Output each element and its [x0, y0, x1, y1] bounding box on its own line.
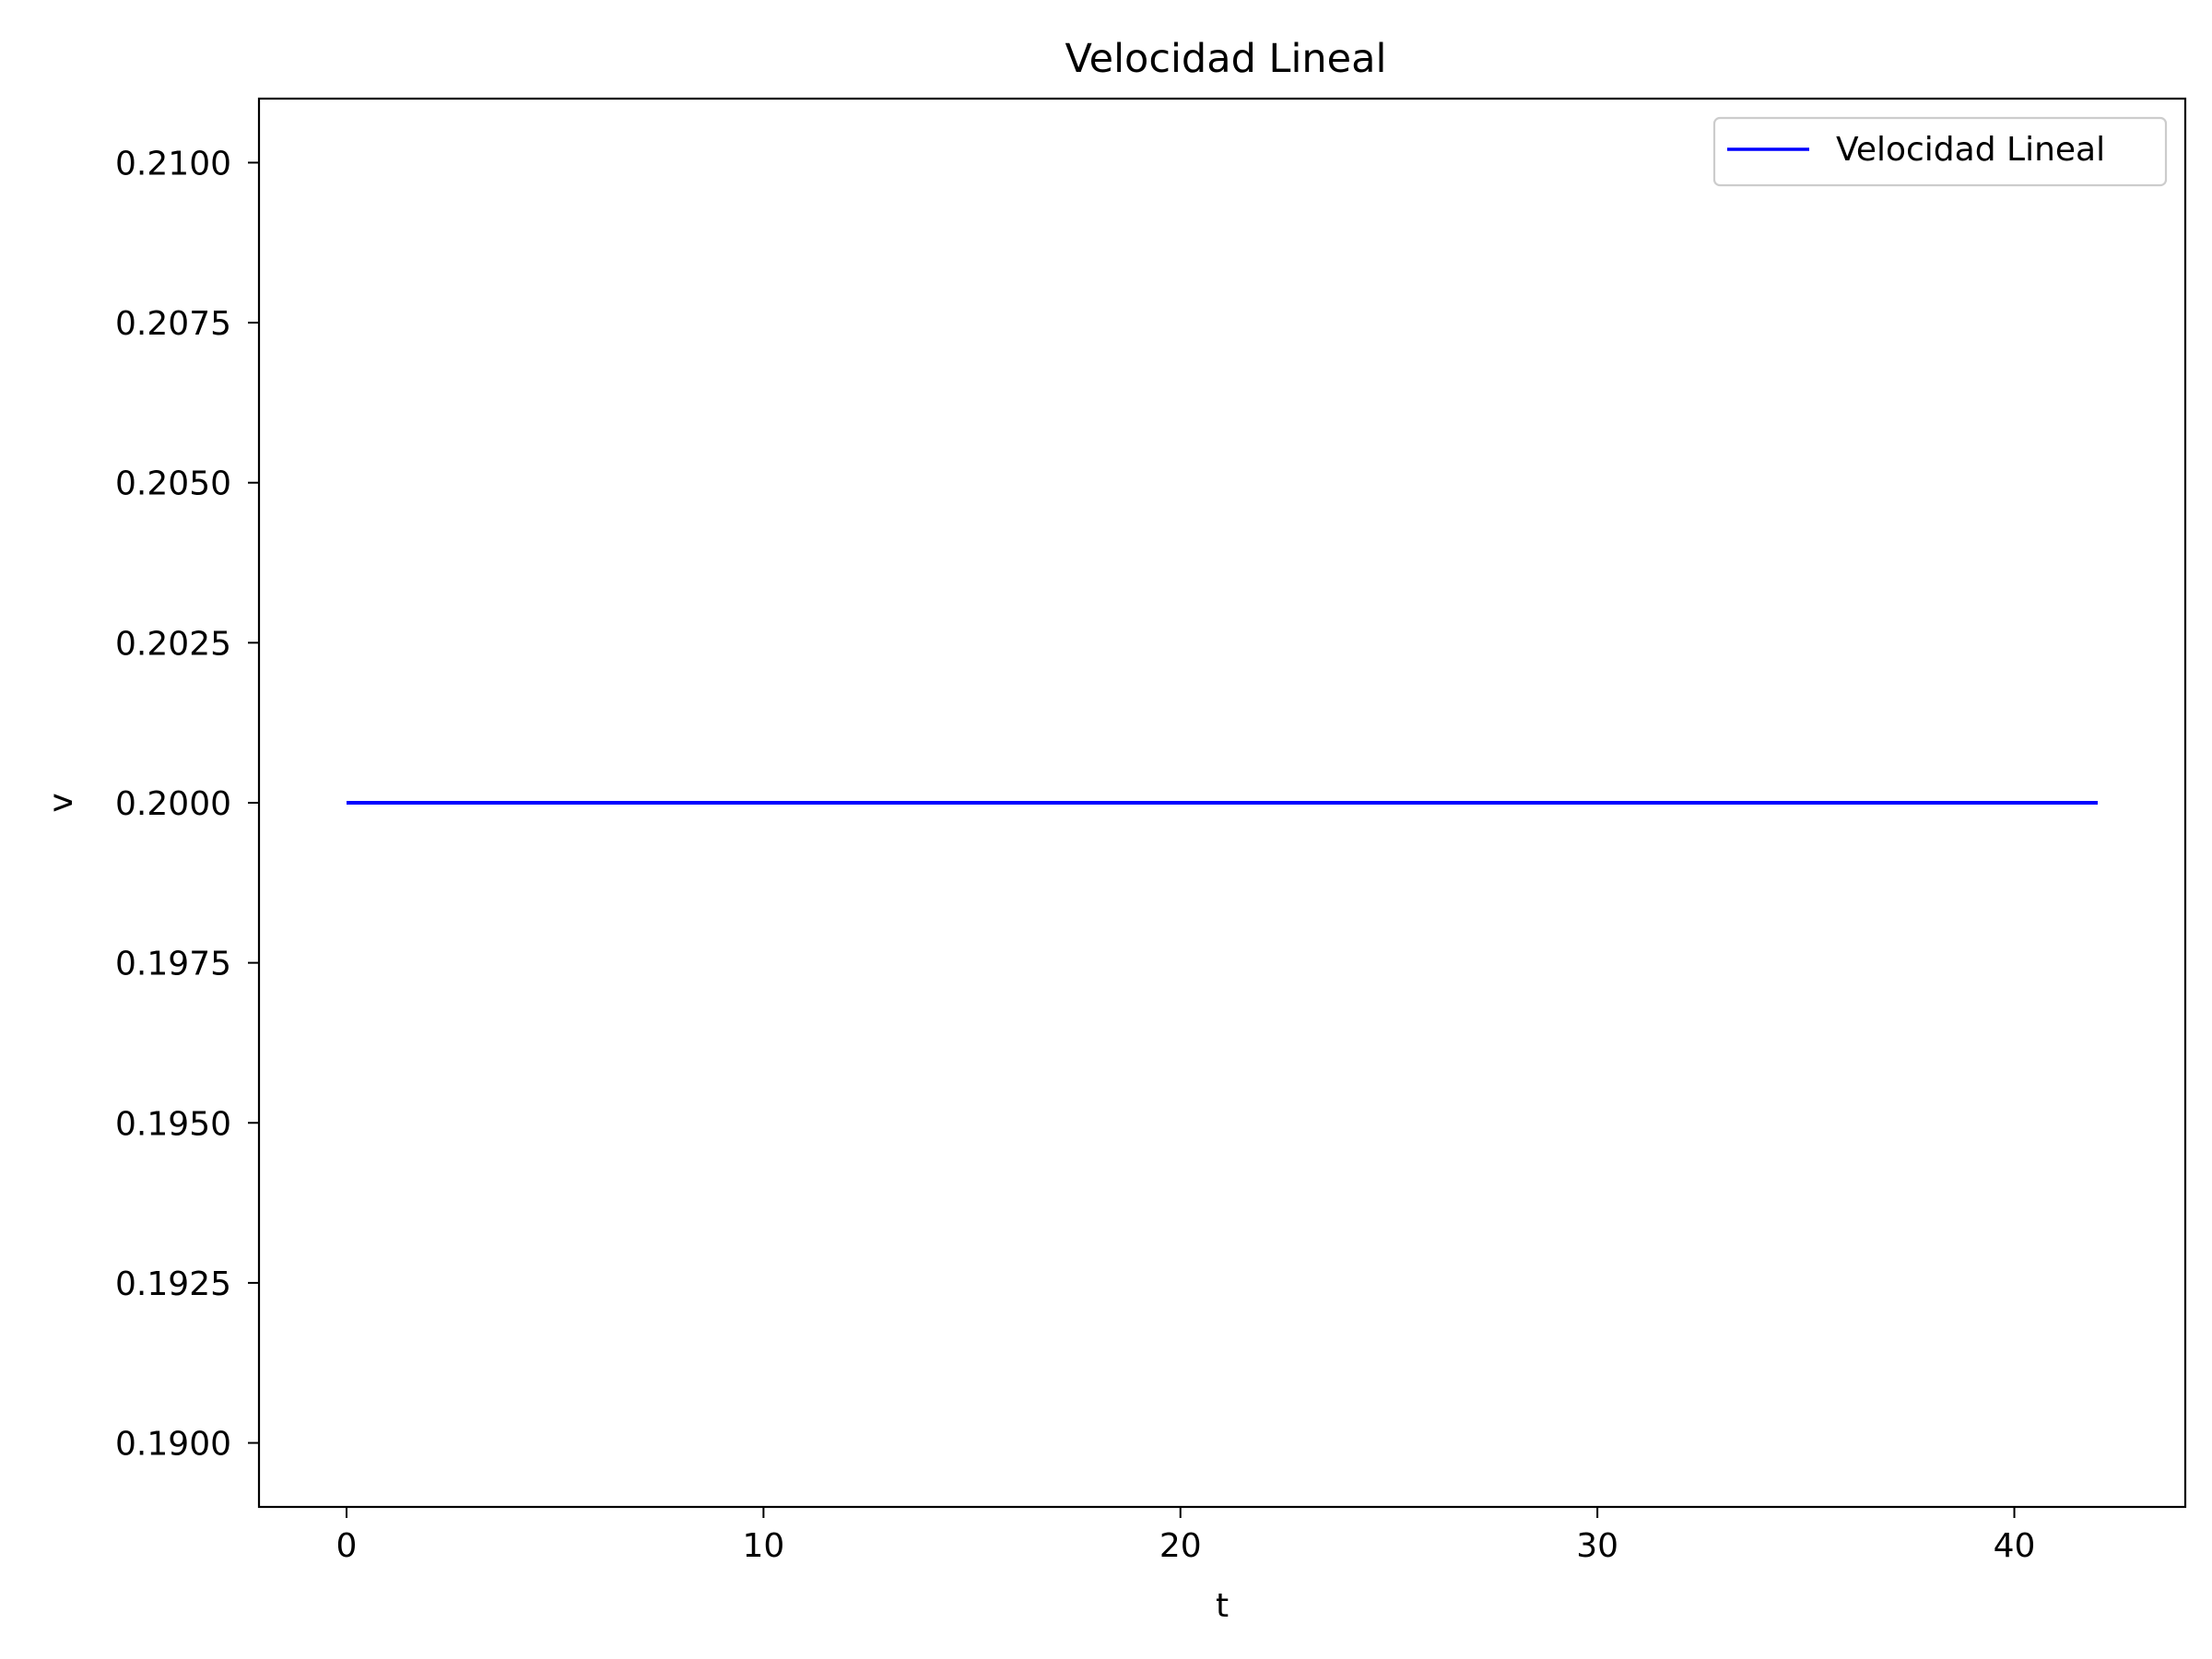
y-tick-label: 0.2050: [115, 465, 231, 503]
y-tick-label: 0.1925: [115, 1265, 231, 1303]
x-axis-ticks: 0 10 20 30 40: [336, 1507, 2036, 1565]
y-tick-label: 0.1950: [115, 1105, 231, 1143]
x-axis-label: t: [1216, 1587, 1229, 1625]
legend-box: [1712, 116, 2168, 187]
y-axis-label: v: [42, 793, 80, 812]
y-tick-label: 0.2000: [115, 785, 231, 823]
x-tick-label: 10: [742, 1527, 784, 1565]
chart-title: Velocidad Lineal: [1065, 36, 1387, 82]
x-tick-label: 40: [1994, 1527, 2036, 1565]
x-tick-label: 20: [1159, 1527, 1202, 1565]
y-tick-label: 0.1975: [115, 946, 231, 983]
legend: Velocidad Lineal: [1712, 116, 2168, 187]
x-tick-label: 0: [336, 1527, 358, 1565]
y-tick-label: 0.2075: [115, 305, 231, 343]
legend-label: Velocidad Lineal: [1836, 131, 2105, 169]
x-tick-label: 30: [1576, 1527, 1618, 1565]
y-axis-ticks: 0.1900 0.1925 0.1950 0.1975 0.2000 0.2025 0.20…: [115, 145, 259, 1464]
y-tick-label: 0.2025: [115, 625, 231, 663]
y-tick-label: 0.1900: [115, 1426, 231, 1464]
y-tick-label: 0.2100: [115, 145, 231, 182]
